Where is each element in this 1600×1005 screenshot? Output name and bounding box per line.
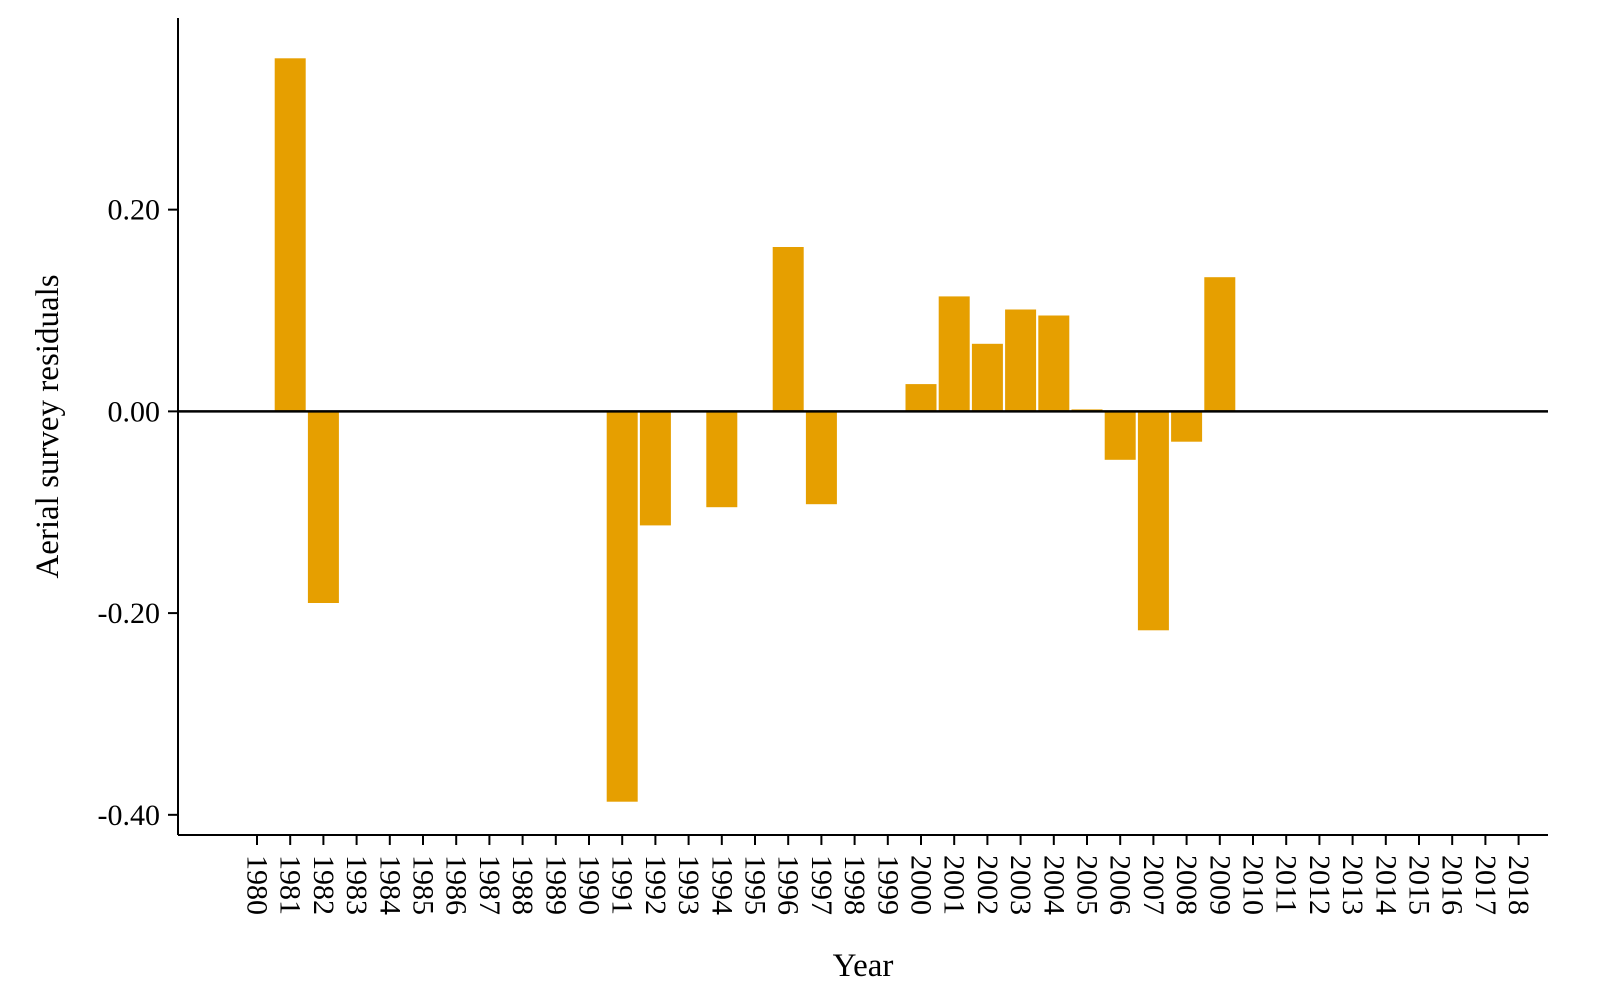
bar-2007 — [1137, 411, 1169, 631]
x-tick-label: 2016 — [1436, 855, 1469, 915]
x-tick-label: 1993 — [672, 855, 705, 915]
x-tick-label: 1990 — [573, 855, 606, 915]
bar-2006 — [1104, 411, 1136, 460]
x-tick-label: 2017 — [1469, 855, 1502, 915]
x-tick-label: 2014 — [1369, 855, 1402, 915]
x-axis-title: Year — [833, 948, 894, 984]
x-tick-label: 1999 — [871, 855, 904, 915]
x-tick-label: 1994 — [705, 855, 738, 915]
x-tick-label: 2000 — [905, 855, 938, 915]
bar-1997 — [805, 411, 837, 505]
bar-1996 — [772, 247, 804, 412]
x-tick-label: 1991 — [606, 855, 639, 915]
x-tick-label: 1986 — [440, 855, 473, 915]
x-tick-label: 2004 — [1037, 855, 1070, 915]
bar-2002 — [971, 343, 1003, 412]
x-tick-label: 2001 — [938, 855, 971, 915]
x-tick-label: 2002 — [971, 855, 1004, 915]
y-tick-label: -0.40 — [98, 799, 161, 832]
bar-2001 — [938, 296, 970, 412]
x-tick-label: 1996 — [772, 855, 805, 915]
x-tick-label: 1983 — [340, 855, 373, 915]
x-tick-label: 1998 — [838, 855, 871, 915]
x-tick-label: 2018 — [1502, 855, 1535, 915]
x-tick-label: 2006 — [1104, 855, 1137, 915]
x-tick-label: 1995 — [739, 855, 772, 915]
x-tick-label: 1985 — [407, 855, 440, 915]
y-tick-label: 0.20 — [108, 194, 161, 227]
y-tick-label: 0.00 — [108, 395, 161, 428]
x-tick-label: 1984 — [373, 855, 406, 915]
x-tick-label: 1980 — [241, 855, 274, 915]
bar-2008 — [1171, 411, 1203, 442]
bar-2009 — [1204, 277, 1236, 412]
bar-1994 — [706, 411, 738, 508]
x-tick-label: 1981 — [274, 855, 307, 915]
x-tick-label: 2005 — [1071, 855, 1104, 915]
y-tick-label: -0.20 — [98, 597, 161, 630]
x-tick-label: 2010 — [1237, 855, 1270, 915]
x-tick-label: 1989 — [539, 855, 572, 915]
y-axis-ticks: -0.40 -0.20 0.00 0.20 — [98, 194, 178, 832]
bar-1981 — [274, 58, 306, 412]
x-tick-label: 2011 — [1270, 855, 1303, 914]
x-tick-label: 2012 — [1303, 855, 1336, 915]
x-tick-label: 2003 — [1004, 855, 1037, 915]
bar-1991 — [606, 411, 638, 802]
x-tick-label: 2007 — [1137, 855, 1170, 915]
bar-2000 — [905, 384, 937, 412]
x-tick-label: 2013 — [1336, 855, 1369, 915]
bar-2003 — [1005, 309, 1037, 412]
x-tick-label: 1997 — [805, 855, 838, 915]
x-tick-label: 1992 — [639, 855, 672, 915]
x-tick-label: 2015 — [1403, 855, 1436, 915]
bars-layer — [274, 58, 1236, 802]
x-tick-label: 2008 — [1170, 855, 1203, 915]
y-axis-title: Aerial survey residuals — [30, 274, 66, 578]
x-tick-label: 1982 — [307, 855, 340, 915]
x-axis-ticks: 1980 1981 1982 1983 1984 1985 1986 1987 1988 1989… — [241, 835, 1535, 915]
bar-1992 — [639, 411, 671, 526]
x-tick-label: 1988 — [506, 855, 539, 915]
bar-2004 — [1038, 315, 1070, 412]
x-tick-label: 1987 — [473, 855, 506, 915]
x-tick-label: 2009 — [1203, 855, 1236, 915]
bar-1982 — [307, 411, 339, 603]
